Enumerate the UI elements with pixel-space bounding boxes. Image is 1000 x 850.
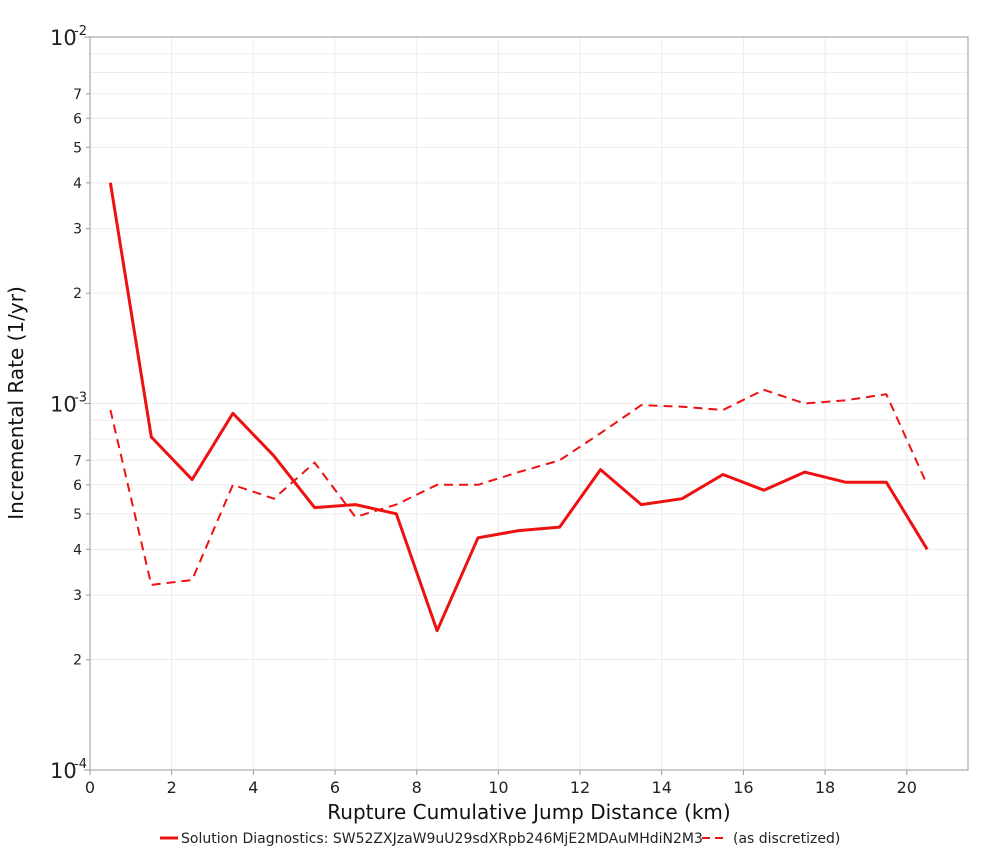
series-group: [108, 182, 929, 633]
y-minor-tick-label: 7: [73, 453, 82, 469]
x-tick-label: 16: [733, 778, 753, 797]
x-tick-label: 14: [652, 778, 672, 797]
y-major-tick-exponent: -2: [74, 24, 87, 39]
x-tick-label: 10: [488, 778, 508, 797]
x-tick-label: 20: [897, 778, 917, 797]
axis-ticks: 0 2 4 6 8 10 12 14 16 18 2023456723456710-410-310-…: [50, 24, 917, 797]
y-major-tick-base: 10: [50, 759, 77, 783]
x-tick-label: 2: [167, 778, 177, 797]
y-minor-tick-label: 3: [73, 588, 82, 604]
grid: [89, 36, 968, 771]
y-minor-tick-label: 7: [73, 87, 82, 103]
y-minor-tick-label: 5: [73, 507, 82, 523]
x-axis-title: Rupture Cumulative Jump Distance (km): [327, 800, 730, 824]
y-major-tick-exponent: -4: [74, 757, 87, 772]
legend-label-solution: Solution Diagnostics: SW52ZXJzaW9uU29sdX…: [181, 831, 703, 847]
y-minor-tick-label: 2: [73, 286, 82, 302]
y-minor-tick-label: 6: [73, 478, 82, 494]
x-tick-label: 18: [815, 778, 835, 797]
x-tick-label: 4: [248, 778, 258, 797]
y-major-tick-label: 10-3: [50, 391, 87, 417]
x-tick-label: 0: [85, 778, 95, 797]
y-minor-tick-label: 3: [73, 222, 82, 238]
y-major-tick-base: 10: [50, 393, 77, 417]
legend: Solution Diagnostics: SW52ZXJzaW9uU29sdX…: [160, 831, 840, 847]
y-major-tick-exponent: -3: [74, 391, 87, 406]
x-tick-label: 12: [570, 778, 590, 797]
y-major-tick-label: 10-4: [50, 757, 87, 783]
series-line-discretized: [109, 388, 929, 586]
legend-label-discretized: (as discretized): [733, 831, 840, 847]
x-tick-label: 6: [330, 778, 340, 797]
y-minor-tick-label: 5: [73, 140, 82, 156]
y-minor-tick-label: 4: [73, 542, 82, 558]
y-axis-title: Incremental Rate (1/yr): [4, 286, 28, 519]
y-major-tick-label: 10-2: [50, 24, 87, 50]
y-minor-tick-label: 6: [73, 111, 82, 127]
y-major-tick-base: 10: [50, 26, 77, 50]
y-minor-tick-label: 2: [73, 653, 82, 669]
y-minor-tick-label: 4: [73, 176, 82, 192]
series-line-solution: [108, 182, 929, 633]
x-tick-label: 8: [412, 778, 422, 797]
